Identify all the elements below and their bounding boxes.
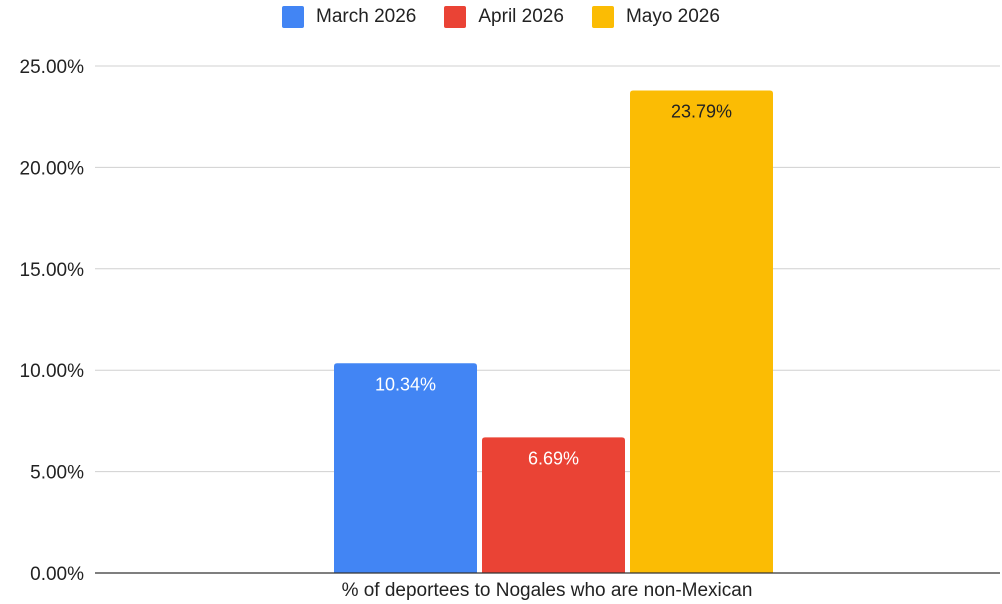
data-labels: 10.34% 6.69% 23.79% xyxy=(375,102,732,469)
legend-swatch-april xyxy=(444,6,467,28)
x-category-label: % of deportees to Nogales who are non-Me… xyxy=(342,580,753,601)
y-tick-label: 15.00% xyxy=(20,260,85,281)
bar-march-2026[interactable] xyxy=(334,363,477,573)
legend-item-april[interactable]: April 2026 xyxy=(444,6,564,28)
legend-label-mayo: Mayo 2026 xyxy=(625,6,720,27)
bar-april-2026[interactable] xyxy=(482,437,625,573)
bars xyxy=(334,90,773,573)
y-tick-label: 20.00% xyxy=(20,158,85,179)
data-label-april-2026: 6.69% xyxy=(528,448,579,468)
legend-label-march: March 2026 xyxy=(316,6,417,27)
y-tick-label: 25.00% xyxy=(20,57,85,78)
data-label-march-2026: 10.34% xyxy=(375,374,436,394)
legend-swatch-mayo xyxy=(591,6,614,28)
legend-item-march[interactable]: March 2026 xyxy=(282,6,416,28)
data-label-mayo-2026: 23.79% xyxy=(671,102,732,122)
legend-item-mayo[interactable]: Mayo 2026 xyxy=(591,6,720,28)
legend-label-april: April 2026 xyxy=(478,6,564,27)
y-tick-label: 0.00% xyxy=(30,564,84,585)
legend-swatch-march xyxy=(282,6,305,28)
gridlines xyxy=(95,65,1000,473)
y-tick-label: 5.00% xyxy=(30,463,84,484)
y-axis-ticks: 0.00% 5.00% 10.00% 15.00% 20.00% 25.00% xyxy=(20,57,85,585)
legend: March 2026 April 2026 Mayo 2026 xyxy=(0,6,1002,28)
y-tick-label: 10.00% xyxy=(20,361,85,382)
bar-mayo-2026[interactable] xyxy=(630,90,773,573)
